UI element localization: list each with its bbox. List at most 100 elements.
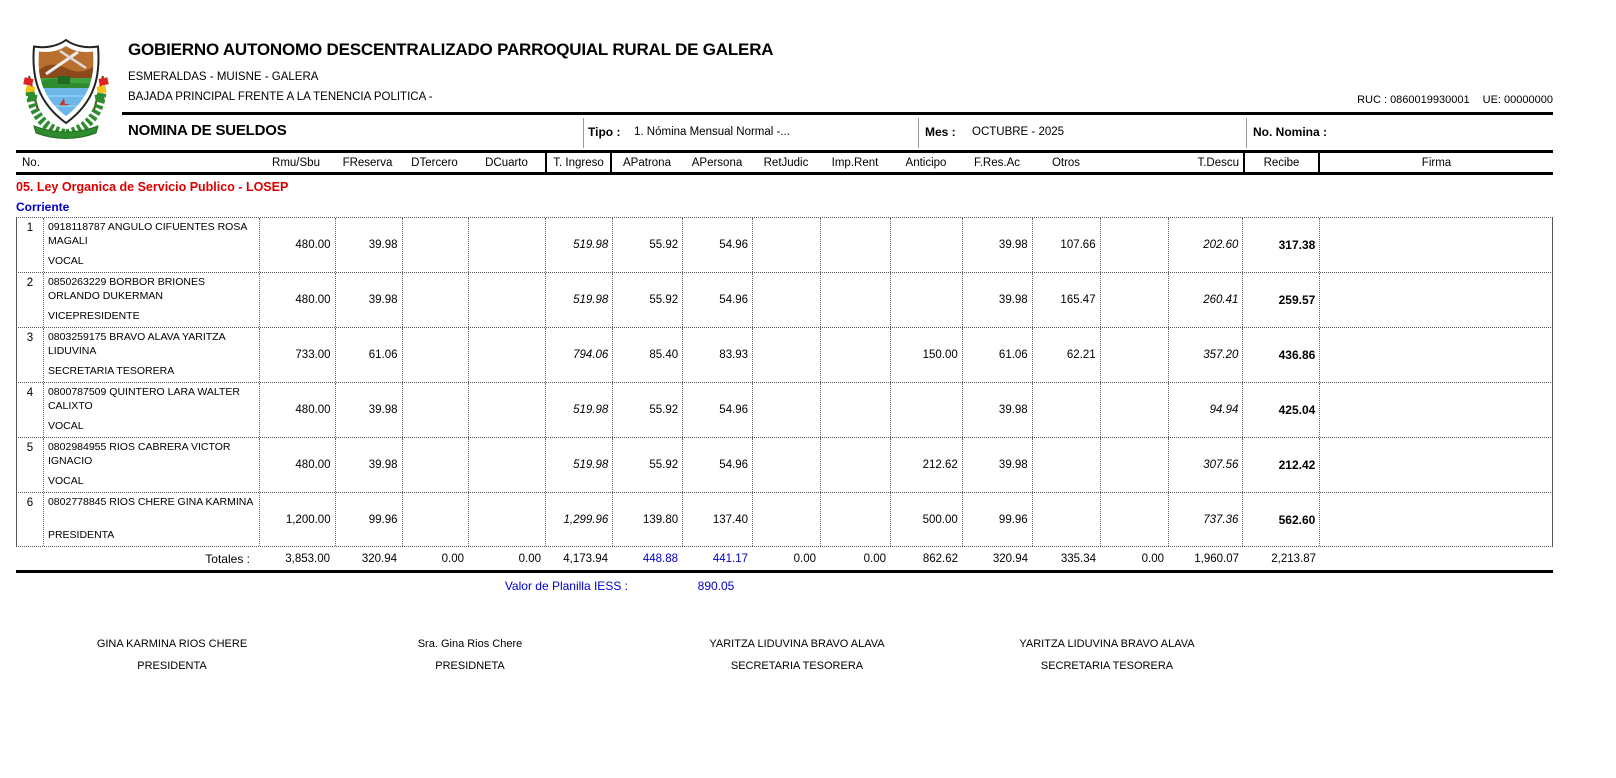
table-row: 5 0802984955 RIOS CABRERA VICTOR IGNACIO V…: [16, 437, 1553, 492]
col-header-t-descu: T.Descu: [1197, 156, 1239, 169]
cell-imp-rent: [819, 493, 890, 546]
cell-employee: 0802984955 RIOS CABRERA VICTOR IGNACIO VO…: [42, 438, 259, 492]
cell-row-number: 3: [26, 332, 34, 344]
cell-imp-rent: [819, 218, 890, 272]
signature-block: YARITZA LIDUVINA BRAVO ALAVA SECRETARIA …: [967, 638, 1247, 672]
section-title: 05. Ley Organica de Servicio Publico - L…: [16, 180, 289, 194]
tipo-value: 1. Nómina Mensual Normal -...: [634, 126, 790, 138]
cell-apersona: 83.93: [682, 328, 752, 382]
ruc-value: RUC : 0860019930001: [1357, 94, 1470, 106]
total-t-descu: 1,960.07: [1194, 552, 1239, 565]
cell-imp-rent: [819, 273, 890, 327]
cell-firma: [1319, 493, 1552, 546]
employee-id-name: 0918118787 ANGULO CIFUENTES ROSA MAGALI: [47, 221, 247, 247]
col-header-imp-rent: Imp.Rent: [831, 156, 879, 169]
signature-block: Sra. Gina Rios Chere PRESIDNETA: [330, 638, 610, 672]
employee-id-name: 0802984955 RIOS CABRERA VICTOR IGNACIO: [47, 441, 231, 467]
col-header-recibe: Recibe: [1243, 153, 1320, 172]
cell-rmu-sbu: 480.00: [258, 273, 335, 327]
cell-t-descu: 357.20: [1167, 328, 1243, 382]
org-address: BAJADA PRINCIPAL FRENTE A LA TENENCIA PO…: [128, 91, 433, 103]
iess-row: Valor de Planilla IESS : 890.05: [16, 573, 1553, 597]
employee-position: VOCAL: [47, 255, 84, 268]
cell-rmu-sbu: 1,200.00: [258, 493, 335, 546]
cell-blank: [1099, 383, 1168, 437]
cell-freserva: 39.98: [334, 218, 402, 272]
cell-recibe: 259.57: [1242, 273, 1319, 327]
signature-title: PRESIDENTA: [137, 660, 207, 672]
cell-employee: 0918118787 ANGULO CIFUENTES ROSA MAGALI V…: [42, 218, 259, 272]
cell-anticipo: [889, 383, 962, 437]
cell-dcuarto: [468, 493, 545, 546]
employee-id-name: 0800787509 QUINTERO LARA WALTER CALIXTO: [47, 386, 240, 412]
nomina-label: No. Nomina :: [1253, 125, 1327, 139]
cell-apersona: 54.96: [682, 438, 752, 492]
cell-row-number: 2: [26, 277, 34, 289]
cell-firma: [1319, 273, 1552, 327]
signature-title: SECRETARIA TESORERA: [1040, 660, 1174, 672]
cell-recibe: 212.42: [1242, 438, 1319, 492]
cell-employee: 0803259175 BRAVO ALAVA YARITZA LIDUVINA S…: [42, 328, 259, 382]
total-f-res-ac: 320.94: [992, 552, 1028, 565]
cell-anticipo: 500.00: [889, 493, 962, 546]
signature-name: YARITZA LIDUVINA BRAVO ALAVA: [709, 638, 885, 650]
col-header-retjudic: RetJudic: [763, 156, 809, 169]
cell-t-descu: 737.36: [1167, 493, 1243, 546]
col-header-f-res-ac: F.Res.Ac: [973, 156, 1020, 169]
signature-block: GINA KARMINA RIOS CHERE PRESIDENTA: [32, 638, 312, 672]
cell-freserva: 39.98: [334, 273, 402, 327]
cell-firma: [1319, 328, 1552, 382]
cell-firma: [1319, 383, 1552, 437]
total-t-ingreso: 4,173.94: [563, 552, 608, 565]
table-row: 1 0918118787 ANGULO CIFUENTES ROSA MAGALI…: [16, 217, 1553, 272]
cell-f-res-ac: 99.96: [961, 493, 1032, 546]
header-divider: [122, 112, 1553, 115]
cell-dtercero: [401, 493, 469, 546]
page-title: NOMINA DE SUELDOS: [128, 122, 287, 139]
cell-employee: 0800787509 QUINTERO LARA WALTER CALIXTO V…: [42, 383, 259, 437]
cell-blank: [1099, 328, 1168, 382]
col-header-blank: [1100, 153, 1168, 172]
cell-dtercero: [401, 328, 469, 382]
table-header-row: No. Rmu/Sbu FReserva DTercero DCuarto T. Ingr…: [16, 150, 1553, 175]
signature-title: PRESIDNETA: [435, 660, 505, 672]
title-separator: [583, 118, 584, 148]
iess-value: 890.05: [697, 579, 735, 593]
cell-dtercero: [401, 438, 469, 492]
cell-f-res-ac: 61.06: [961, 328, 1032, 382]
signature-block: YARITZA LIDUVINA BRAVO ALAVA SECRETARIA …: [657, 638, 937, 672]
tipo-label: Tipo :: [588, 125, 621, 139]
cell-retjudic: [752, 383, 820, 437]
cell-imp-rent: [819, 383, 890, 437]
cell-recibe: 425.04: [1242, 383, 1319, 437]
total-rmu-sbu: 3,853.00: [285, 552, 330, 565]
total-apatrona: 448.88: [642, 552, 678, 565]
cell-anticipo: 150.00: [889, 328, 962, 382]
cell-rmu-sbu: 480.00: [258, 383, 335, 437]
totals-label: Totales :: [205, 551, 250, 566]
signature-name: Sra. Gina Rios Chere: [417, 638, 523, 650]
col-header-dtercero: DTercero: [411, 156, 458, 169]
payroll-table: No. Rmu/Sbu FReserva DTercero DCuarto T. Ingr…: [16, 150, 1553, 597]
cell-recibe: 436.86: [1242, 328, 1319, 382]
cell-freserva: 61.06: [334, 328, 402, 382]
total-freserva: 320.94: [361, 552, 397, 565]
cell-t-descu: 94.94: [1167, 383, 1243, 437]
total-dcuarto: 0.00: [518, 552, 541, 565]
cell-row-number: 6: [26, 497, 34, 509]
org-name: GOBIERNO AUTONOMO DESCENTRALIZADO PARROQ…: [128, 40, 774, 59]
cell-dcuarto: [468, 328, 545, 382]
employee-id-name: 0802778845 RIOS CHERE GINA KARMINA: [47, 496, 254, 508]
cell-apatrona: 55.92: [612, 273, 682, 327]
mes-value: OCTUBRE - 2025: [972, 126, 1065, 138]
table-row: 4 0800787509 QUINTERO LARA WALTER CALIXTO…: [16, 382, 1553, 437]
cell-blank: [1099, 493, 1168, 546]
cell-dtercero: [401, 383, 469, 437]
cell-otros: 107.66: [1031, 218, 1100, 272]
cell-anticipo: [889, 218, 962, 272]
col-header-t-ingreso: T. Ingreso: [545, 153, 612, 172]
employee-id-name: 0803259175 BRAVO ALAVA YARITZA LIDUVINA: [47, 331, 226, 357]
cell-firma: [1319, 218, 1552, 272]
title-separator: [918, 118, 919, 148]
cell-blank: [1099, 218, 1168, 272]
